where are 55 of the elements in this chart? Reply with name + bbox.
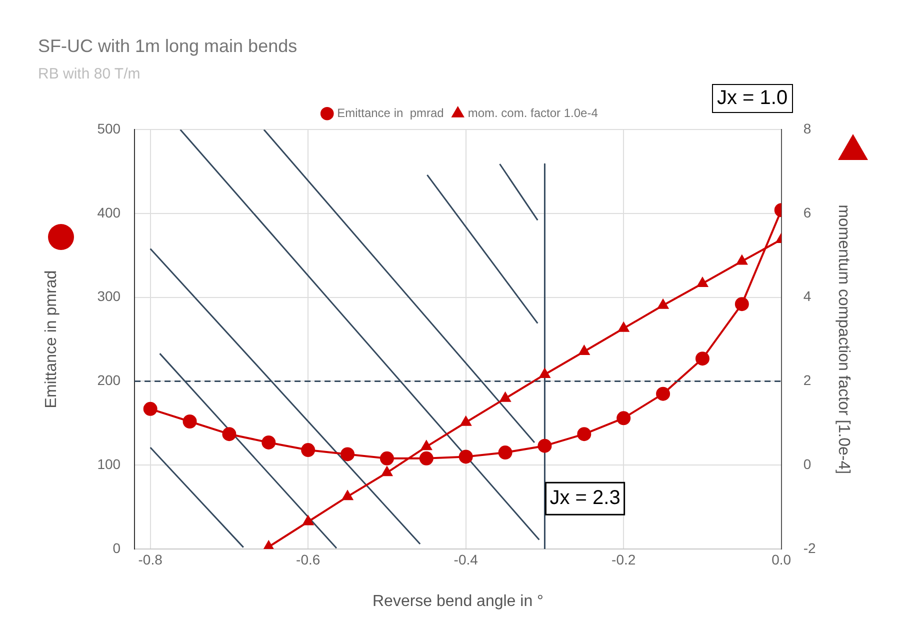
point bbox=[577, 427, 592, 442]
point bbox=[380, 451, 394, 466]
point bbox=[460, 416, 472, 426]
y2-tick-label: 0 bbox=[803, 456, 812, 472]
point bbox=[539, 368, 550, 378]
point bbox=[736, 255, 748, 265]
point bbox=[382, 466, 392, 476]
legend-label: Emittance in pmrad bbox=[337, 106, 444, 120]
point bbox=[143, 402, 158, 416]
x-tick-label: 0.0 bbox=[772, 551, 792, 568]
x-tick-label: -0.2 bbox=[612, 551, 636, 568]
y-tick-label: 300 bbox=[97, 288, 121, 304]
point bbox=[578, 345, 590, 355]
y-tick-label: 0 bbox=[112, 540, 121, 556]
point bbox=[222, 427, 236, 442]
point bbox=[342, 490, 353, 500]
point bbox=[616, 411, 631, 426]
point bbox=[182, 414, 197, 429]
point bbox=[263, 540, 274, 549]
y2-tick-label: 8 bbox=[803, 120, 812, 136]
x-tick-label: -0.4 bbox=[454, 551, 478, 568]
point bbox=[500, 392, 511, 402]
chart-subtitle: RB with 80 T/m bbox=[38, 66, 140, 83]
point bbox=[538, 438, 552, 453]
point bbox=[618, 322, 629, 332]
y-tick-label: 500 bbox=[97, 120, 121, 136]
text: Jx = 1.0 bbox=[712, 84, 793, 113]
point bbox=[302, 516, 314, 526]
point bbox=[262, 435, 276, 450]
y-tick-label: 400 bbox=[97, 204, 121, 220]
point bbox=[734, 297, 749, 312]
point bbox=[695, 352, 710, 366]
point bbox=[301, 443, 316, 458]
point bbox=[656, 386, 670, 401]
x-tick-label: -0.8 bbox=[138, 551, 163, 568]
x-axis-title: Reverse bend angle in ° bbox=[372, 592, 544, 610]
y2-tick-label: 2 bbox=[803, 372, 812, 388]
point bbox=[421, 440, 432, 450]
annotation: Jx = 2.3 bbox=[550, 487, 620, 510]
point bbox=[697, 278, 708, 288]
y2-tick-label: 4 bbox=[803, 288, 812, 304]
point bbox=[458, 450, 473, 464]
y2-axis-title: momentum compaction factor [1.0e-4] bbox=[834, 204, 852, 474]
chart-title: SF-UC with 1m long main bends bbox=[38, 36, 298, 56]
y-axis-title: Emittance in pmrad bbox=[43, 270, 60, 408]
point bbox=[419, 451, 434, 466]
point bbox=[340, 447, 355, 462]
point bbox=[498, 446, 512, 460]
y-tick-label: 100 bbox=[97, 456, 121, 472]
y2-tick-label: -2 bbox=[803, 540, 816, 556]
legend-label: mom. com. factor 1.0e-4 bbox=[468, 106, 598, 120]
y2-tick-label: 6 bbox=[803, 204, 812, 220]
x-tick-label: -0.6 bbox=[296, 551, 320, 568]
y-tick-label: 200 bbox=[97, 372, 121, 388]
point bbox=[658, 299, 668, 309]
